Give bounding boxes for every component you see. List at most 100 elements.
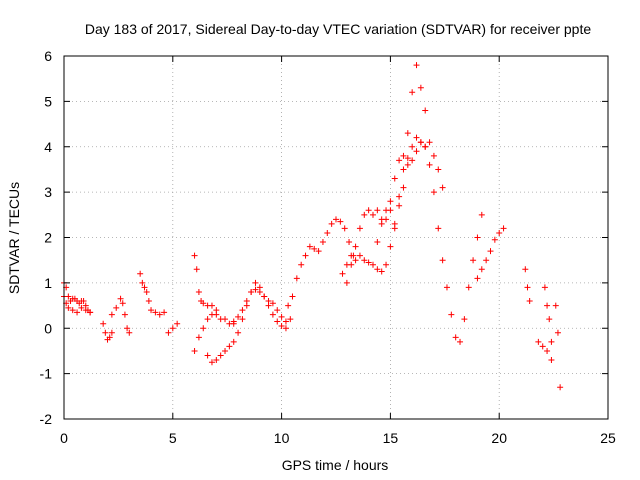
series-arc-g — [165, 320, 181, 336]
data-point — [152, 309, 159, 316]
series-arc-i — [191, 311, 237, 354]
data-point — [261, 293, 268, 300]
data-point — [365, 207, 372, 214]
data-points-layer — [61, 62, 564, 391]
y-tick-label: -1 — [40, 366, 53, 382]
data-point — [396, 157, 403, 164]
data-point — [174, 320, 181, 327]
data-point — [139, 279, 146, 286]
data-point — [478, 266, 485, 273]
data-point — [191, 252, 198, 259]
data-point — [491, 236, 498, 243]
data-point — [378, 220, 385, 227]
data-point — [554, 329, 561, 336]
data-point — [356, 252, 363, 259]
data-point — [80, 298, 87, 305]
data-point — [156, 311, 163, 318]
data-point — [252, 279, 259, 286]
data-point — [361, 211, 368, 218]
data-point — [302, 252, 309, 259]
data-point — [74, 309, 81, 316]
data-point — [404, 130, 411, 137]
data-point — [426, 139, 433, 146]
data-point — [278, 322, 285, 329]
data-point — [439, 257, 446, 264]
data-point — [422, 143, 429, 150]
data-point — [374, 207, 381, 214]
data-point — [548, 338, 555, 345]
data-point — [256, 288, 263, 295]
series-arc-t — [552, 302, 564, 391]
data-point — [383, 216, 390, 223]
data-point — [204, 316, 211, 323]
data-point — [141, 284, 148, 291]
series-arc-l — [285, 216, 357, 309]
data-point — [191, 347, 198, 354]
data-point — [222, 347, 229, 354]
data-point — [413, 148, 420, 155]
data-point — [435, 225, 442, 232]
data-point — [422, 107, 429, 114]
data-point — [470, 257, 477, 264]
data-point — [204, 352, 211, 359]
series-arc-q — [522, 266, 533, 305]
data-point — [145, 298, 152, 305]
data-point — [391, 175, 398, 182]
data-point — [137, 270, 144, 277]
data-point — [285, 302, 292, 309]
data-point — [396, 193, 403, 200]
data-point — [195, 288, 202, 295]
data-point — [413, 134, 420, 141]
data-point — [119, 300, 126, 307]
data-point — [365, 259, 372, 266]
data-point — [448, 311, 455, 318]
data-point — [474, 275, 481, 282]
y-tick-label: 2 — [44, 230, 52, 246]
data-point — [165, 329, 172, 336]
data-point — [387, 207, 394, 214]
data-point — [341, 225, 348, 232]
data-point — [526, 298, 533, 305]
data-point — [274, 307, 281, 314]
data-point — [87, 309, 94, 316]
data-point — [409, 89, 416, 96]
x-tick-label: 10 — [274, 430, 290, 446]
data-point — [230, 338, 237, 345]
data-point — [248, 288, 255, 295]
y-tick-label: -2 — [40, 411, 53, 427]
data-point — [522, 266, 529, 273]
data-point — [252, 286, 259, 293]
data-point — [102, 329, 109, 336]
data-point — [117, 295, 124, 302]
data-point — [195, 334, 202, 341]
data-point — [452, 334, 459, 341]
data-point — [374, 266, 381, 273]
data-point — [126, 329, 133, 336]
data-point — [378, 268, 385, 275]
data-point — [544, 302, 551, 309]
data-point — [430, 189, 437, 196]
y-tick-label: 5 — [44, 93, 52, 109]
data-point — [124, 325, 131, 332]
series-arc-s — [541, 284, 555, 345]
data-point — [524, 284, 531, 291]
data-point — [426, 161, 433, 168]
series-arc-o — [374, 134, 485, 345]
y-tick-label: 4 — [44, 139, 52, 155]
data-point — [374, 239, 381, 246]
data-point — [356, 225, 363, 232]
y-tick-label: 6 — [44, 48, 52, 64]
data-point — [348, 261, 355, 268]
data-point — [369, 261, 376, 268]
data-point — [217, 352, 224, 359]
data-point — [500, 225, 507, 232]
data-point — [298, 261, 305, 268]
data-point — [546, 316, 553, 323]
data-point — [487, 248, 494, 255]
data-point — [404, 161, 411, 168]
data-point — [239, 307, 246, 314]
data-point — [400, 152, 407, 159]
data-point — [387, 198, 394, 205]
data-point — [383, 261, 390, 268]
